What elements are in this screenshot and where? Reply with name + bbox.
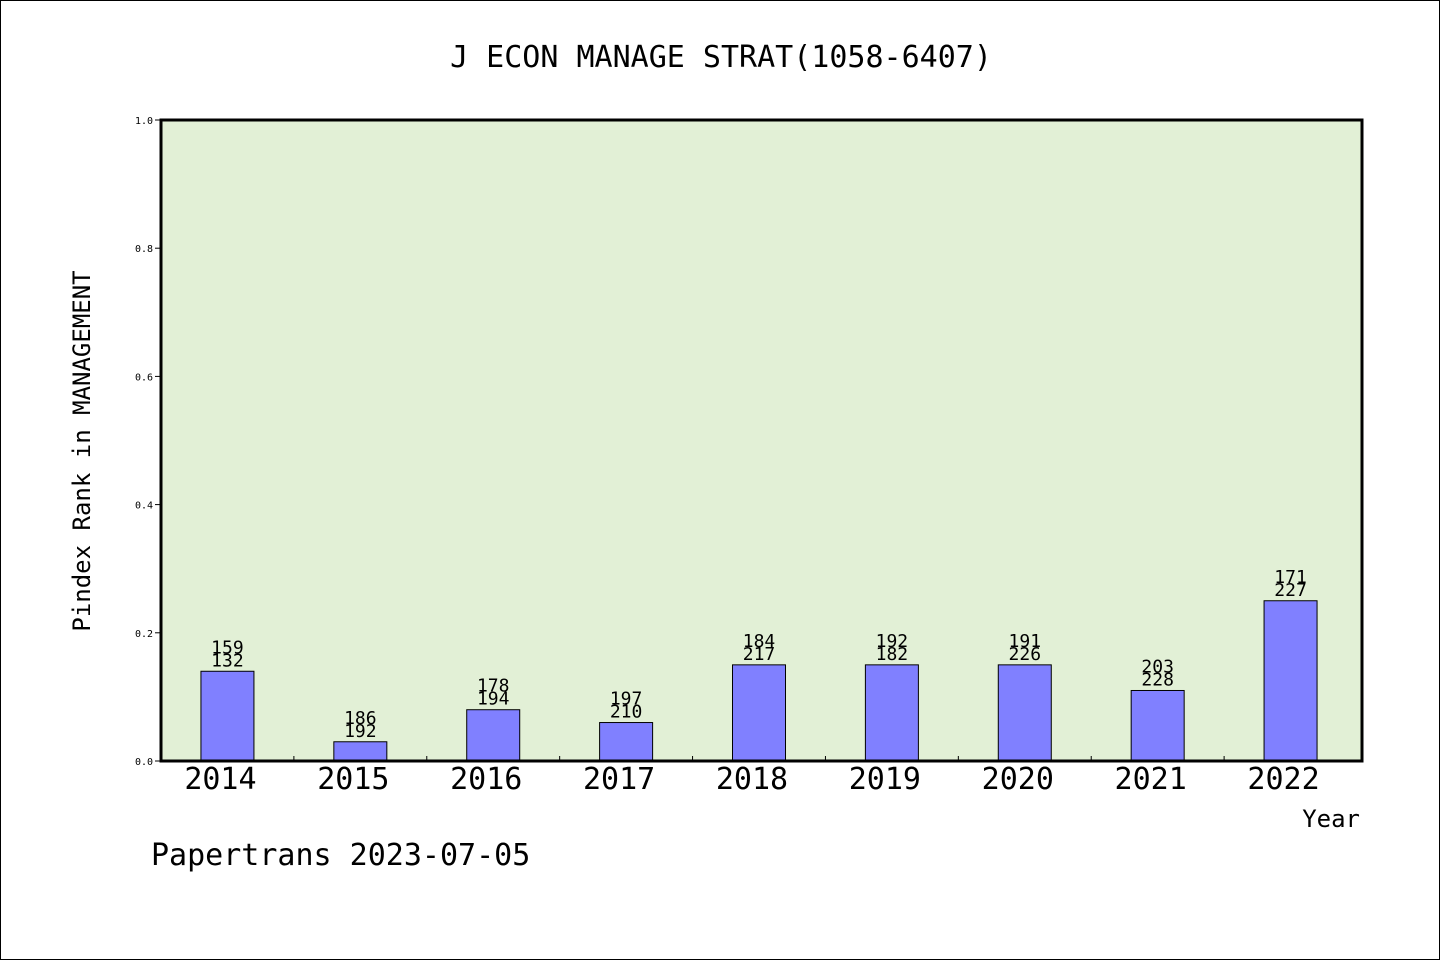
bar-label-bottom: 228: [1141, 669, 1174, 690]
x-tick-label: 2019: [849, 762, 921, 797]
y-tick-label: 0.6: [135, 372, 153, 383]
bar-label-top: 203: [1141, 656, 1174, 677]
y-axis-label: Pindex Rank in MANAGEMENT: [68, 270, 96, 631]
bar-2014: [200, 670, 255, 762]
x-tick-label: 2014: [184, 762, 256, 797]
bar-2021: [1130, 689, 1185, 762]
x-tick-label: 2018: [716, 762, 788, 797]
bar-label-bottom: 217: [743, 644, 776, 665]
x-tick-label: 2021: [1115, 762, 1187, 797]
chart-title: J ECON MANAGE STRAT(1058-6407): [450, 40, 992, 75]
bar-label-bottom: 192: [344, 721, 377, 742]
plot-area: [161, 120, 1362, 761]
bar-label-top: 186: [344, 708, 377, 729]
x-tick-label: 2020: [982, 762, 1054, 797]
bar-2016: [466, 709, 521, 762]
bar-2015: [333, 741, 388, 762]
x-tick-label: 2022: [1247, 762, 1319, 797]
y-tick-label: 0.2: [135, 629, 153, 640]
bar-2017: [599, 722, 654, 762]
bar-2019: [864, 664, 919, 762]
x-tick-labels: 2014 2015 2016 2017 2018 2019 2020 2021 2022: [184, 762, 1319, 797]
bar-label-bottom: 227: [1274, 580, 1307, 601]
y-tick-label: 0.8: [135, 244, 153, 255]
y-tick-label: 1.0: [135, 116, 153, 127]
bar-label-bottom: 182: [876, 644, 909, 665]
bar-2022: [1263, 600, 1318, 762]
bar-label-bottom: 194: [477, 689, 510, 710]
y-axis-ticks: 0.0 0.2 0.4 0.6 0.8 1.0: [135, 116, 161, 768]
x-tick-label: 2017: [583, 762, 655, 797]
bar-label-top: 171: [1274, 567, 1307, 588]
y-tick-label: 0.4: [135, 501, 153, 512]
bar-label-top: 159: [211, 637, 244, 658]
x-tick-label: 2015: [317, 762, 389, 797]
plot-border: [159, 118, 1364, 763]
bar-label-top: 192: [876, 631, 909, 652]
bar-label-top: 197: [610, 689, 643, 710]
bar-label-top: 184: [743, 631, 776, 652]
bar-label-bottom: 226: [1009, 644, 1042, 665]
bar-2018: [732, 664, 786, 762]
bar-label-bottom: 132: [211, 650, 244, 671]
x-tick-label: 2016: [450, 762, 522, 797]
bar-label-bottom: 210: [610, 702, 643, 723]
bar-label-top: 178: [477, 676, 510, 697]
x-axis-label: Year: [1302, 805, 1360, 833]
bar-label-top: 191: [1009, 631, 1042, 652]
y-tick-label: 0.0: [135, 757, 153, 768]
bars: [200, 600, 1318, 762]
bar-2020: [997, 664, 1052, 762]
footer-credit: Papertrans 2023-07-05: [151, 838, 530, 873]
